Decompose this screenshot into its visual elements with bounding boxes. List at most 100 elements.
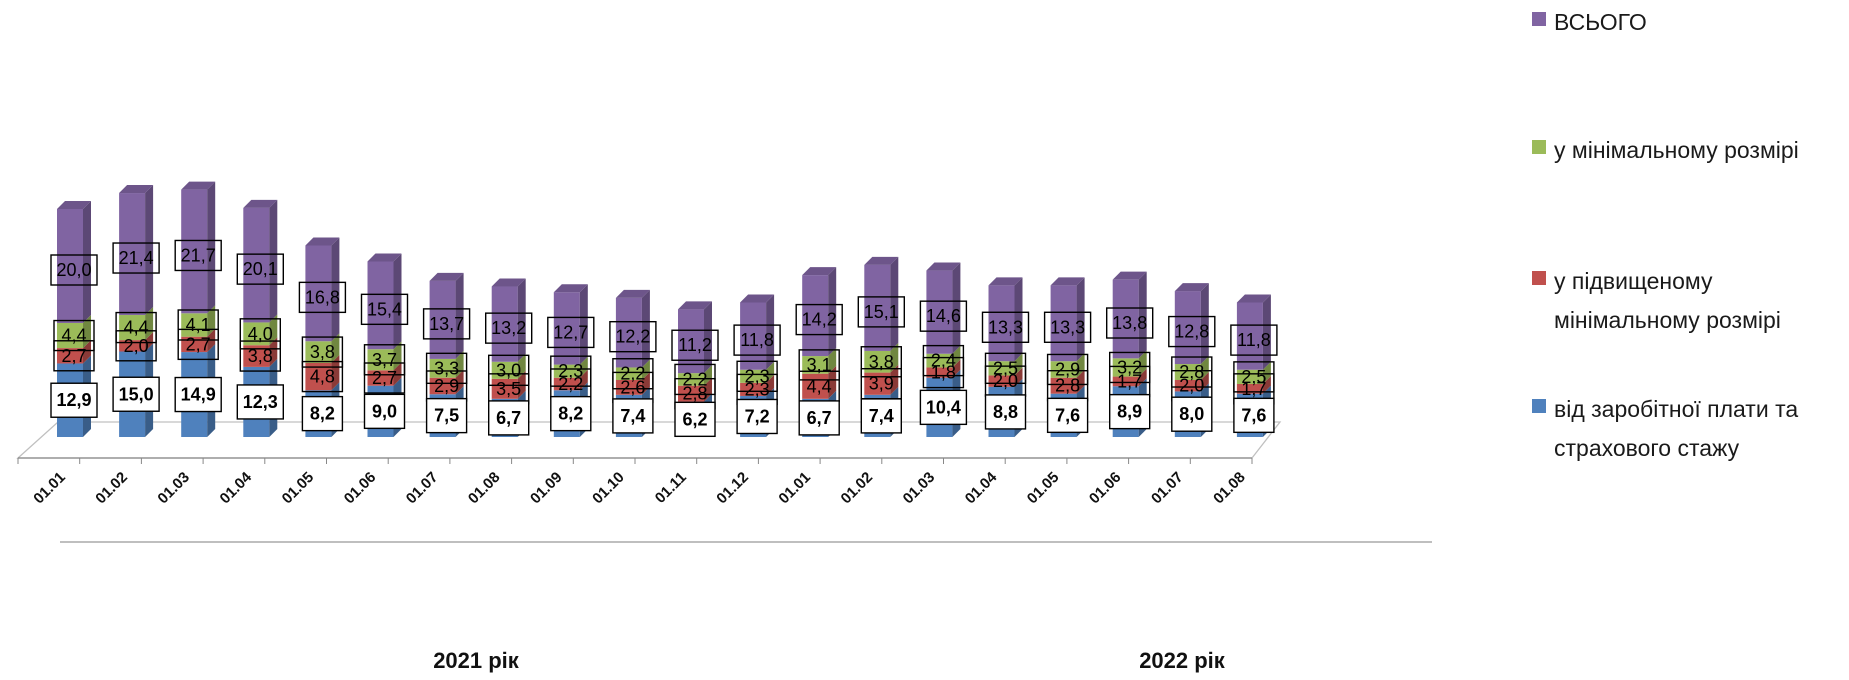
data-label-salary-text: 8,9 (1117, 402, 1142, 422)
data-label-salary: 10,4 (919, 389, 968, 426)
data-label-total-box (1105, 307, 1154, 339)
data-label-salary: 8,8 (984, 394, 1027, 430)
data-label-salary-text: 6,7 (496, 408, 521, 428)
data-label-salary-box (1046, 397, 1089, 434)
data-label-total-text: 13,3 (1050, 317, 1085, 337)
data-label-increased-minimal-text: 2,7 (372, 368, 397, 388)
bar-side-increased-minimal (331, 354, 340, 391)
data-label-total-box (547, 316, 595, 349)
data-label-total: 20,1 (236, 253, 285, 285)
data-label-total-text: 13,3 (988, 317, 1023, 337)
bar-side-minimal (1076, 353, 1085, 378)
x-tick-label: 01.08 (465, 469, 504, 508)
bar-segment-total (740, 302, 767, 370)
data-label-salary-box (425, 397, 468, 434)
data-label-increased-minimal-text: 2,8 (1055, 376, 1080, 396)
bar-side-total (828, 267, 837, 357)
bar-top-face (864, 256, 899, 265)
bar-segment-total (615, 297, 642, 368)
data-label-salary-box (1233, 397, 1275, 434)
x-tick-label: 01.05 (279, 469, 318, 508)
stacked-bar-chart: 01.0120,04,42,712,901.0221,44,42,015,001… (16, 181, 1432, 543)
legend-swatch-total (1532, 12, 1546, 26)
data-label-salary-box (301, 395, 344, 432)
data-label-minimal: 3,0 (488, 354, 530, 387)
data-label-minimal-text: 3,3 (434, 358, 459, 378)
bar-side-minimal (766, 361, 775, 383)
x-tick-label: 01.11 (652, 469, 690, 507)
data-label-total: 14,6 (919, 300, 968, 332)
bar-top-face (491, 278, 526, 287)
bar-side-minimal (579, 356, 588, 378)
bar-side-minimal (704, 365, 712, 386)
bar-side-total (269, 199, 278, 323)
bar-segment-minimal (802, 356, 829, 374)
bar-top-face (1174, 283, 1209, 292)
data-label-total-box (671, 329, 719, 361)
data-label-total: 11,8 (1230, 324, 1278, 356)
data-label-increased-minimal: 1,8 (922, 356, 965, 389)
bar-side-increased-minimal (455, 369, 464, 395)
x-tick-label: 01.01 (775, 469, 814, 508)
data-label-increased-minimal: 2,7 (53, 340, 95, 372)
bar-segment-total (678, 309, 704, 374)
bar-segment-total (305, 245, 332, 342)
bar-top-face (119, 185, 154, 194)
bar-segment-minimal (367, 349, 394, 371)
data-label-minimal: 3,3 (425, 352, 468, 385)
bar-segment-increased-minimal (1174, 380, 1201, 392)
bar-segment-minimal (740, 369, 767, 383)
data-label-total: 12,7 (547, 316, 595, 349)
data-label-salary: 8,9 (1108, 393, 1151, 430)
bar-top-face (553, 284, 588, 293)
data-label-total: 21,4 (112, 242, 160, 274)
data-label-salary-box (488, 400, 530, 436)
legend-item-salary-based: від заробітної плати та страхового стажу (1532, 390, 1839, 468)
bar-segment-total (553, 292, 580, 365)
bar-segment-minimal (1050, 361, 1077, 378)
data-label-total-text: 11,2 (678, 335, 712, 355)
bar-top-face (740, 294, 775, 303)
data-label-total-text: 13,8 (1112, 313, 1147, 333)
bar-segment-minimal (864, 350, 891, 373)
data-label-minimal-text: 4,4 (61, 326, 86, 346)
data-label-salary-text: 14,9 (181, 385, 216, 405)
data-label-minimal-text: 2,4 (931, 351, 956, 371)
bar-segment-minimal (678, 373, 704, 386)
data-label-minimal-box (53, 319, 95, 352)
bar-side-total (766, 294, 775, 370)
data-label-salary-box (860, 398, 902, 434)
data-label-minimal-text: 2,5 (1241, 367, 1266, 387)
data-label-salary-text: 10,4 (926, 397, 961, 417)
data-label-minimal-box (115, 311, 157, 344)
data-label-minimal-text: 4,4 (124, 318, 149, 338)
bar-segment-total (1050, 285, 1077, 362)
data-label-salary: 14,9 (174, 376, 222, 413)
x-tick-label: 01.12 (713, 469, 752, 508)
legend-swatch-salary-based (1532, 399, 1546, 413)
bar-side-minimal (890, 342, 899, 373)
data-label-salary-text: 8,2 (310, 404, 335, 424)
data-label-total-box (733, 324, 781, 356)
data-label-salary-text: 7,6 (1055, 405, 1080, 425)
bar-top-face (305, 237, 340, 246)
bar-top-face (243, 199, 278, 208)
bar-side-increased-minimal (579, 369, 588, 391)
data-label-total-text: 15,4 (367, 299, 402, 319)
data-label-increased-minimal-text: 2,0 (1179, 376, 1204, 396)
data-label-total: 15,4 (360, 293, 409, 326)
bar-side-increased-minimal (952, 359, 961, 378)
bar-side-minimal (952, 345, 961, 368)
bar-segment-minimal (491, 361, 518, 379)
data-label-salary: 7,6 (1233, 397, 1275, 434)
data-label-increased-minimal-box (363, 362, 406, 394)
data-label-total: 13,3 (981, 311, 1030, 343)
bar-segment-minimal (988, 361, 1015, 376)
data-label-salary-text: 15,0 (119, 384, 154, 404)
bar-segment-minimal (1112, 358, 1139, 377)
data-label-total-box (422, 308, 471, 340)
data-label-salary-box (50, 382, 98, 418)
data-label-salary-box (919, 389, 968, 426)
data-label-total-box (795, 303, 843, 336)
data-label-total-box (485, 312, 533, 344)
